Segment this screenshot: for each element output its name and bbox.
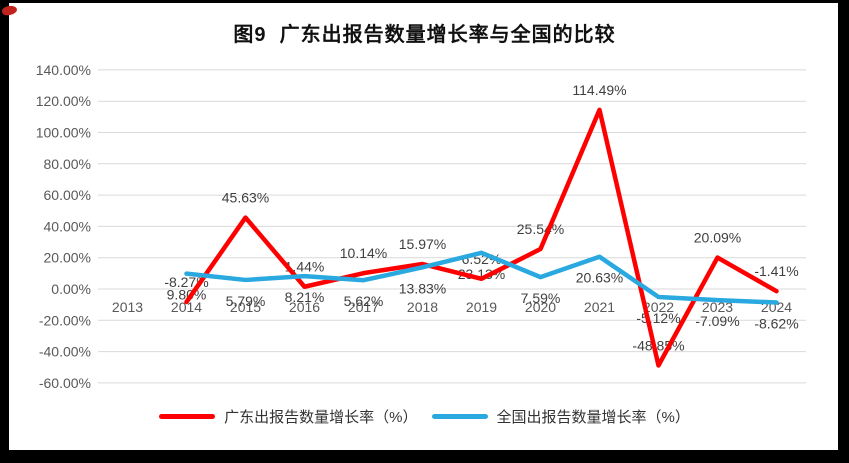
red-line-swatch-icon: [159, 414, 216, 419]
data-label-guangdong: -1.41%: [754, 263, 798, 279]
legend-label-guangdong: 广东出报告数量增长率（%）: [224, 409, 418, 426]
data-label-national: 8.21%: [285, 289, 325, 305]
y-axis-tick-label: 20.00%: [44, 250, 91, 266]
chart-title: 图9 广东出报告数量增长率与全国的比较: [233, 24, 616, 46]
y-axis-tick-label: 60.00%: [44, 187, 91, 203]
y-axis-tick-label: 40.00%: [44, 218, 91, 234]
series-line-guangdong: [184, 107, 779, 368]
data-label-guangdong: 45.63%: [222, 190, 269, 206]
legend: 广东出报告数量增长率（%） 全国出报告数量增长率（%）: [0, 406, 849, 427]
x-axis-label: 2016: [289, 299, 320, 315]
y-axis-tick-label: 80.00%: [44, 156, 91, 172]
legend-item-national: 全国出报告数量增长率（%）: [431, 406, 690, 427]
x-axis-label: 2021: [584, 299, 615, 315]
x-axis-label: 2015: [230, 299, 261, 315]
x-axis-label: 2020: [525, 299, 556, 315]
x-axis-label: 2022: [643, 299, 674, 315]
x-axis-label: 2023: [702, 299, 733, 315]
screenshot-border-left: [0, 0, 9, 463]
screenshot-border-bottom: [0, 450, 849, 463]
data-label-guangdong: 20.09%: [694, 230, 741, 246]
y-axis-tick-label: -60.00%: [39, 375, 91, 391]
data-label-national: 7.59%: [521, 290, 561, 306]
screenshot-border-top: [0, 0, 849, 3]
data-label-guangdong: 15.97%: [399, 236, 446, 252]
legend-label-national: 全国出报告数量增长率（%）: [496, 409, 690, 426]
y-axis-tick-label: -40.00%: [39, 344, 91, 360]
blue-line-swatch-icon: [431, 414, 488, 419]
x-axis-label: 2013: [112, 299, 143, 315]
y-axis-tick-label: 100.00%: [36, 125, 91, 141]
data-label-national: -7.09%: [695, 313, 739, 329]
legend-item-guangdong: 广东出报告数量增长率（%）: [159, 406, 418, 427]
data-label-national: 13.83%: [399, 280, 446, 296]
x-axis-label: 2018: [407, 299, 438, 315]
y-axis-tick-label: 0.00%: [51, 281, 91, 297]
data-label-guangdong: 25.54%: [517, 221, 564, 237]
data-label-national: -5.12%: [636, 310, 680, 326]
y-axis-tick-label: 140.00%: [36, 62, 91, 78]
x-axis-label: 2019: [466, 299, 497, 315]
data-label-national: 5.79%: [226, 293, 266, 309]
y-axis-tick-label: -20.00%: [39, 312, 91, 328]
data-label-guangdong: 10.14%: [340, 245, 387, 261]
data-label-guangdong: 1.44%: [285, 259, 325, 275]
data-label-national: 5.62%: [344, 293, 384, 309]
x-axis-label: 2014: [171, 299, 202, 315]
screenshot-border-right: [838, 0, 849, 463]
y-axis-tick-label: 120.00%: [36, 93, 91, 109]
data-label-national: -8.62%: [754, 315, 798, 331]
series-line-national: [184, 250, 779, 305]
data-label-guangdong: 114.49%: [572, 82, 626, 98]
x-axis-label: 2017: [348, 299, 379, 315]
data-label-guangdong: -48.85%: [632, 337, 684, 353]
data-label-national: 20.63%: [576, 270, 623, 286]
